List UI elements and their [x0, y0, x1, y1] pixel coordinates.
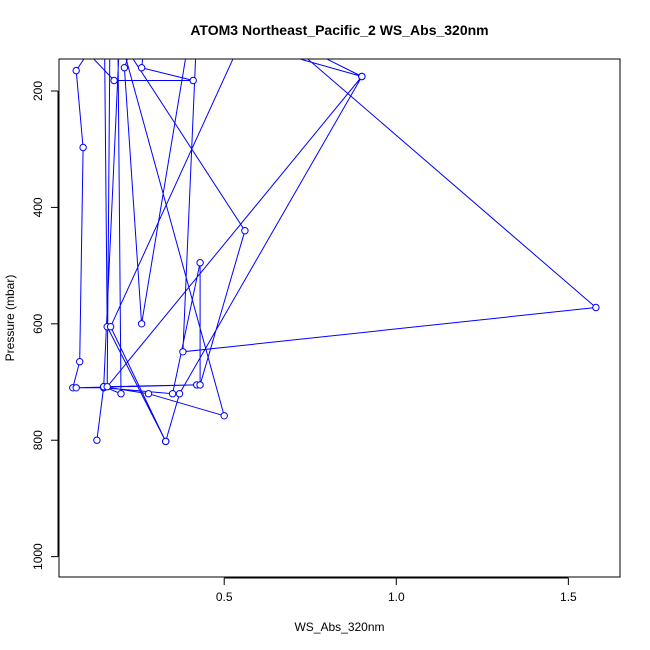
data-point — [110, 76, 118, 85]
x-tick-label: 0.5 — [216, 590, 233, 604]
data-point — [120, 64, 129, 72]
data-point — [144, 390, 153, 398]
data-point — [76, 358, 84, 366]
y-axis: 200 400 600 800 1000 — [31, 81, 59, 570]
data-point — [72, 384, 80, 392]
data-point — [103, 383, 111, 391]
y-axis-label: Pressure (mbar) — [3, 275, 17, 362]
x-axis-label: WS_Abs_320nm — [294, 620, 384, 634]
data-point — [358, 72, 366, 81]
y-tick-label: 1000 — [31, 543, 45, 570]
data-point — [137, 64, 146, 72]
data-point — [220, 412, 228, 420]
data-point — [137, 320, 146, 328]
data-point — [175, 390, 184, 398]
plot-area — [69, 59, 600, 446]
x-tick-label: 1.0 — [388, 590, 405, 604]
data-point — [72, 66, 80, 75]
data-point — [179, 348, 187, 356]
y-tick-label: 600 — [31, 313, 45, 333]
plot-frame — [58, 58, 621, 578]
data-point — [196, 381, 204, 389]
y-tick-label: 200 — [31, 81, 45, 101]
data-point — [106, 323, 115, 331]
data-point — [189, 76, 197, 85]
data-point — [592, 303, 600, 312]
data-point — [117, 390, 125, 398]
data-point — [79, 143, 87, 152]
data-point — [196, 259, 204, 267]
data-point — [241, 227, 249, 235]
data-point — [93, 436, 101, 444]
y-tick-label: 400 — [31, 197, 45, 217]
x-axis: 0.5 1.0 1.5 — [216, 577, 577, 604]
data-point — [162, 437, 170, 446]
chart-title: ATOM3 Northeast_Pacific_2 WS_Abs_320nm — [190, 22, 488, 38]
data-point — [168, 390, 177, 398]
x-tick-label: 1.5 — [560, 590, 577, 604]
y-tick-label: 800 — [31, 430, 45, 450]
